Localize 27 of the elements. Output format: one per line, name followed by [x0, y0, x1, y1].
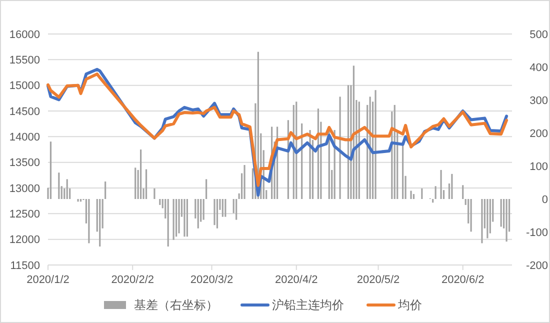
x-tick-label: 2020/1/2 — [26, 274, 70, 286]
x-tick-label: 2020/6/2 — [441, 274, 484, 286]
y2-tick-label: 100 — [530, 160, 548, 173]
y-tick-label: 14000 — [9, 132, 40, 144]
y-tick-label: 13000 — [9, 182, 40, 195]
y2-tick-label: 0 — [542, 194, 548, 206]
y-tick-label: 15000 — [9, 80, 40, 92]
y2-tick-label: 300 — [530, 94, 548, 107]
y-tick-label: 16000 — [9, 28, 40, 41]
y2-tick-label: -100 — [526, 226, 548, 239]
legend-label: 基差（右坐标） — [134, 298, 218, 312]
x-tick-label: 2020/2/2 — [111, 274, 154, 286]
legend-label: 沪铅主连均价 — [272, 298, 344, 312]
x-tick-label: 2020/4/2 — [274, 274, 318, 286]
y2-tick-label: 400 — [530, 62, 548, 74]
y-tick-label: 12500 — [9, 208, 40, 221]
y-tick-label: 14500 — [9, 106, 40, 118]
y-tick-label: 15500 — [9, 54, 40, 67]
x-tick-label: 2020/5/2 — [356, 274, 400, 286]
y2-tick-label: -200 — [526, 260, 548, 272]
y-tick-label: 12000 — [9, 234, 40, 246]
y2-tick-label: 200 — [530, 128, 548, 140]
y2-tick-label: 500 — [530, 28, 548, 41]
x-tick-label: 2020/3/2 — [190, 274, 234, 286]
y-tick-label: 11500 — [10, 260, 40, 272]
y-tick-label: 13500 — [9, 157, 40, 170]
legend-label: 均价 — [397, 298, 422, 312]
